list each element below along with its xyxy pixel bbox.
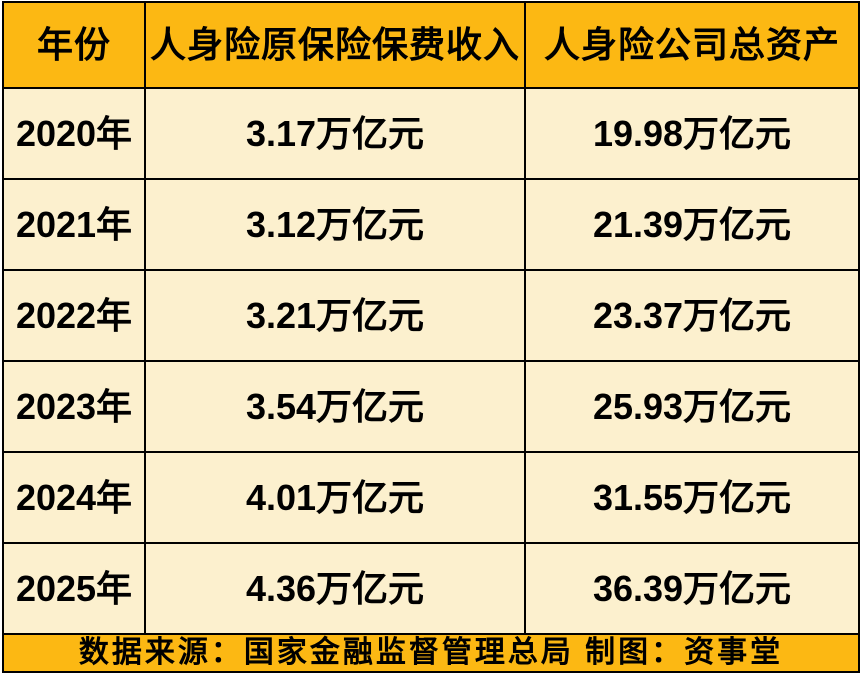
- cell-year: 2022年: [2, 269, 146, 362]
- cell-premium-income: 3.21万亿元: [144, 269, 526, 362]
- table-row: 2023年 3.54万亿元 25.93万亿元: [2, 360, 860, 453]
- cell-total-assets: 31.55万亿元: [524, 451, 860, 544]
- table-header: 年份 人身险原保险保费收入 人身险公司总资产: [2, 1, 860, 89]
- footer-row: 数据来源：国家金融监督管理总局 制图：资事堂: [2, 633, 860, 673]
- cell-total-assets: 36.39万亿元: [524, 542, 860, 635]
- source-note: 数据来源：国家金融监督管理总局 制图：资事堂: [2, 633, 860, 673]
- column-header-year: 年份: [2, 1, 146, 89]
- cell-year: 2024年: [2, 451, 146, 544]
- column-header-total-assets: 人身险公司总资产: [524, 1, 860, 89]
- cell-total-assets: 25.93万亿元: [524, 360, 860, 453]
- header-row: 年份 人身险原保险保费收入 人身险公司总资产: [2, 1, 860, 89]
- cell-total-assets: 23.37万亿元: [524, 269, 860, 362]
- table-footer: 数据来源：国家金融监督管理总局 制图：资事堂: [2, 633, 860, 673]
- table-row: 2020年 3.17万亿元 19.98万亿元: [2, 87, 860, 180]
- cell-year: 2020年: [2, 87, 146, 180]
- cell-premium-income: 3.12万亿元: [144, 178, 526, 271]
- cell-year: 2025年: [2, 542, 146, 635]
- table-row: 2021年 3.12万亿元 21.39万亿元: [2, 178, 860, 271]
- cell-year: 2023年: [2, 360, 146, 453]
- column-header-premium-income: 人身险原保险保费收入: [144, 1, 526, 89]
- table-body: 2020年 3.17万亿元 19.98万亿元 2021年 3.12万亿元 21.…: [2, 87, 860, 635]
- table-row: 2022年 3.21万亿元 23.37万亿元: [2, 269, 860, 362]
- cell-premium-income: 3.54万亿元: [144, 360, 526, 453]
- cell-premium-income: 3.17万亿元: [144, 87, 526, 180]
- cell-premium-income: 4.01万亿元: [144, 451, 526, 544]
- cell-total-assets: 19.98万亿元: [524, 87, 860, 180]
- cell-total-assets: 21.39万亿元: [524, 178, 860, 271]
- table-row: 2024年 4.01万亿元 31.55万亿元: [2, 451, 860, 544]
- cell-premium-income: 4.36万亿元: [144, 542, 526, 635]
- table-row: 2025年 4.36万亿元 36.39万亿元: [2, 542, 860, 635]
- cell-year: 2021年: [2, 178, 146, 271]
